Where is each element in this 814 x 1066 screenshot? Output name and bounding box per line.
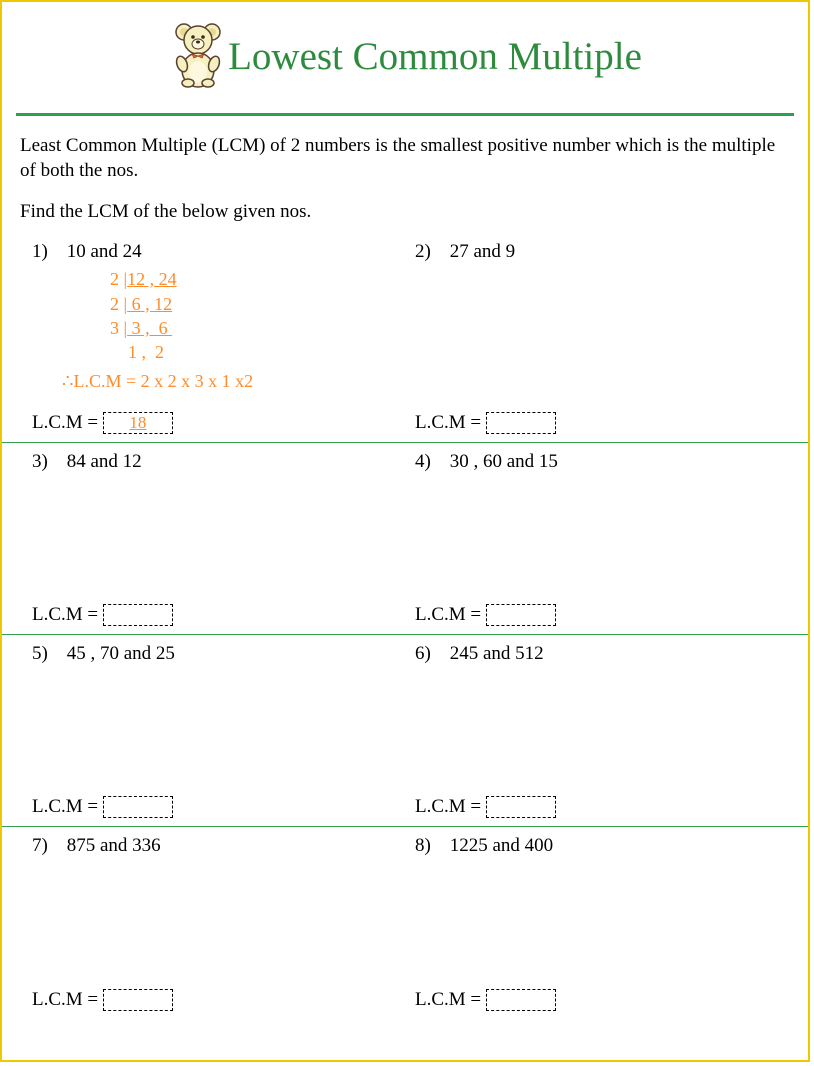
instruction-text: Find the LCM of the below given nos. [2, 183, 808, 233]
answer-label: L.C.M = [415, 412, 481, 433]
divisor: 2 [110, 269, 119, 289]
question-text: 1225 and 400 [450, 835, 553, 856]
answer-label: L.C.M = [415, 989, 481, 1010]
division-vals: 1 , 2 [124, 342, 165, 362]
answer-line: L.C.M = [32, 989, 405, 1012]
question-cell: 6) 245 and 512 L.C.M = [405, 635, 808, 826]
question-cell: 3) 84 and 12 L.C.M = [2, 443, 405, 634]
question-text: 27 and 9 [450, 241, 515, 262]
divisor: 3 [110, 318, 119, 338]
answer-label: L.C.M = [415, 604, 481, 625]
answer-box[interactable] [103, 989, 173, 1011]
worksheet-page: Lowest Common Multiple Least Common Mult… [0, 0, 810, 1062]
answer-line: L.C.M = [415, 412, 808, 435]
questions-grid: 1) 10 and 24 2 |12 , 24 2 | 6 , 12 3 | 3… [2, 233, 808, 1019]
question-text: 45 , 70 and 25 [67, 643, 175, 664]
answer-box[interactable] [103, 604, 173, 626]
answer-label: L.C.M = [32, 989, 98, 1010]
question-cell: 7) 875 and 336 L.C.M = [2, 827, 405, 1019]
question-line: 4) 30 , 60 and 15 [415, 449, 808, 473]
answer-box[interactable] [486, 796, 556, 818]
question-cell: 8) 1225 and 400 L.C.M = [405, 827, 808, 1019]
question-cell: 1) 10 and 24 2 |12 , 24 2 | 6 , 12 3 | 3… [2, 233, 405, 442]
question-number: 6) [415, 643, 445, 665]
teddy-bear-icon [168, 20, 228, 93]
question-number: 1) [32, 241, 62, 263]
question-number: 4) [415, 451, 445, 473]
lcm-expression: ∴L.C.M = 2 x 2 x 3 x 1 x2 [32, 371, 405, 392]
answer-line: L.C.M = [415, 796, 808, 819]
division-vals: 12 , 24 [127, 269, 177, 289]
question-line: 1) 10 and 24 [32, 239, 405, 263]
question-line: 8) 1225 and 400 [415, 833, 808, 857]
answer-box[interactable] [486, 604, 556, 626]
question-text: 245 and 512 [450, 643, 544, 664]
question-text: 875 and 336 [67, 835, 161, 856]
page-title: Lowest Common Multiple [228, 34, 642, 79]
question-text: 10 and 24 [67, 241, 142, 262]
question-row: 3) 84 and 12 L.C.M = 4) 30 , 60 and 15 [2, 443, 808, 635]
answer-label: L.C.M = [32, 412, 98, 433]
answer-box[interactable] [486, 412, 556, 434]
question-line: 7) 875 and 336 [32, 833, 405, 857]
question-number: 8) [415, 835, 445, 857]
answer-line: L.C.M = [415, 604, 808, 627]
answer-box[interactable]: 18 [103, 412, 173, 434]
intro-text: Least Common Multiple (LCM) of 2 numbers… [2, 116, 808, 183]
question-number: 3) [32, 451, 62, 473]
question-text: 84 and 12 [67, 451, 142, 472]
answer-box[interactable] [103, 796, 173, 818]
question-number: 2) [415, 241, 445, 263]
division-vals: 3 , 6 [127, 318, 172, 338]
question-line: 3) 84 and 12 [32, 449, 405, 473]
question-row: 1) 10 and 24 2 |12 , 24 2 | 6 , 12 3 | 3… [2, 233, 808, 443]
question-row: 5) 45 , 70 and 25 L.C.M = 6) 245 and 512 [2, 635, 808, 827]
question-number: 7) [32, 835, 62, 857]
question-cell: 4) 30 , 60 and 15 L.C.M = [405, 443, 808, 634]
question-cell: 2) 27 and 9 L.C.M = [405, 233, 808, 442]
answer-label: L.C.M = [415, 796, 481, 817]
question-cell: 5) 45 , 70 and 25 L.C.M = [2, 635, 405, 826]
divisor: 2 [110, 294, 119, 314]
answer-box[interactable] [486, 989, 556, 1011]
answer-line: L.C.M = [32, 796, 405, 819]
answer-line: L.C.M = [32, 604, 405, 627]
question-line: 5) 45 , 70 and 25 [32, 641, 405, 665]
question-text: 30 , 60 and 15 [450, 451, 558, 472]
answer-label: L.C.M = [32, 796, 98, 817]
answer-line: L.C.M = [415, 989, 808, 1012]
answer-line: L.C.M = 18 [32, 412, 405, 435]
header: Lowest Common Multiple [2, 2, 808, 101]
question-number: 5) [32, 643, 62, 665]
division-vals: 6 , 12 [127, 294, 172, 314]
question-row: 7) 875 and 336 L.C.M = 8) 1225 and 400 [2, 827, 808, 1019]
question-line: 2) 27 and 9 [415, 239, 808, 263]
worked-division: 2 |12 , 24 2 | 6 , 12 3 | 3 , 6 1 , 2 [32, 267, 405, 364]
answer-label: L.C.M = [32, 604, 98, 625]
question-line: 6) 245 and 512 [415, 641, 808, 665]
